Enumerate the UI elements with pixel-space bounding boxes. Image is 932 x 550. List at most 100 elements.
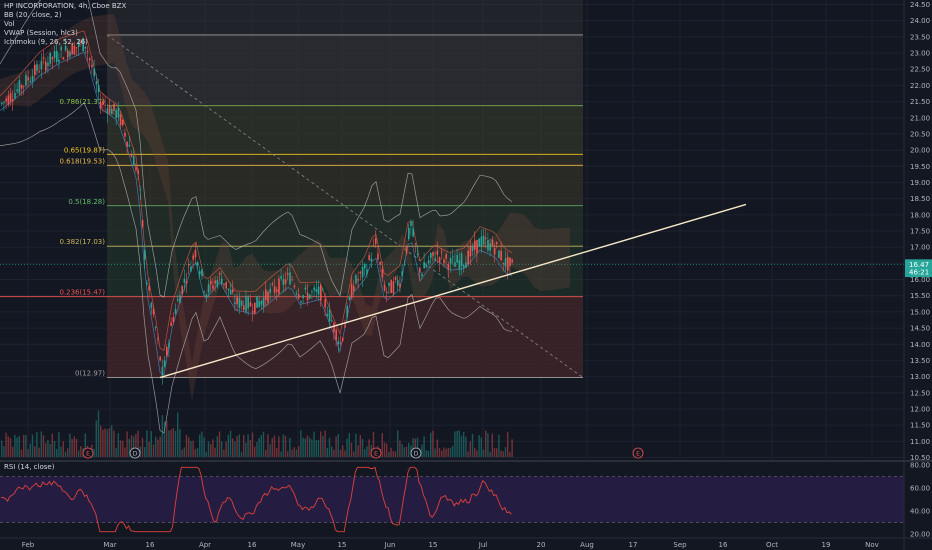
candle-body: [124, 132, 126, 137]
time-tick-label: 19: [822, 541, 831, 549]
volume-bar: [458, 430, 460, 457]
volume-bar: [256, 441, 258, 457]
volume-bar: [16, 437, 18, 457]
price-tick-label: 23.50: [910, 33, 930, 41]
volume-bar: [5, 432, 7, 457]
volume-bar: [287, 451, 289, 457]
volume-bar: [262, 431, 265, 457]
volume-bar: [100, 425, 102, 457]
volume-bar: [73, 436, 75, 457]
indicator-vwap[interactable]: VWAP (Session, hlc3): [4, 29, 78, 37]
candle-body: [280, 276, 282, 279]
candle-body: [157, 338, 159, 340]
candle-body: [100, 102, 102, 109]
volume-bar: [130, 435, 133, 457]
volume-bar: [251, 432, 254, 457]
ichimoku-cloud: [0, 14, 570, 402]
volume-bar: [487, 433, 489, 457]
candle-body: [168, 342, 170, 348]
volume-bar: [482, 449, 485, 457]
candle-body: [313, 287, 315, 291]
volume-bar: [78, 450, 80, 457]
candle-body: [359, 271, 362, 274]
candle-body: [60, 46, 62, 51]
candle-body: [381, 269, 384, 278]
volume-bar: [18, 435, 20, 457]
time-tick-label: Feb: [22, 541, 35, 549]
volume-bar: [152, 444, 155, 457]
volume-bar: [47, 440, 49, 457]
volume-bar: [276, 448, 278, 457]
volume-bar: [339, 449, 342, 457]
price-tick-label: 12.50: [910, 389, 930, 397]
volume-bar: [408, 442, 410, 457]
volume-bar: [137, 430, 139, 457]
volume-bar: [179, 429, 181, 457]
indicator-bb[interactable]: BB (20, close, 2): [4, 11, 62, 19]
volume-bar: [199, 434, 201, 457]
candle-body: [474, 240, 476, 250]
volume-bar: [192, 440, 194, 457]
candle-body: [247, 296, 249, 309]
volume-bar: [150, 431, 152, 457]
volume-bar: [212, 439, 214, 457]
indicator-ichimoku[interactable]: Ichimoku (9, 26, 52, 26): [4, 38, 88, 46]
candle-body: [128, 144, 131, 147]
volume-bar: [399, 440, 401, 457]
volume-bar: [511, 439, 513, 457]
candle-body: [489, 243, 491, 251]
candle-body: [18, 80, 21, 94]
candle-body: [383, 284, 386, 291]
candle-body: [243, 305, 245, 311]
volume-bar: [302, 437, 304, 457]
candle-body: [146, 282, 148, 285]
candle-body: [414, 243, 417, 245]
volume-bar: [188, 437, 190, 457]
volume-bar: [326, 447, 328, 457]
candle-body: [152, 308, 155, 315]
volume-bar: [163, 421, 166, 457]
candle-body: [339, 342, 342, 344]
indicator-vol[interactable]: Vol: [4, 20, 15, 28]
trendline[interactable]: [159, 203, 747, 379]
rsi-pane: 80.00 60.00 40.00 20.00: [0, 460, 932, 539]
volume-bar: [71, 438, 73, 457]
volume-bar: [449, 447, 452, 457]
candle-body: [289, 272, 291, 285]
volume-bar: [342, 445, 344, 457]
candle-body: [465, 262, 467, 268]
candle-body: [29, 81, 32, 83]
volume-bar: [14, 434, 16, 457]
candle-body: [9, 93, 12, 102]
volume-bar: [232, 438, 234, 457]
volume-bar: [249, 439, 251, 457]
event-label: D: [133, 451, 138, 458]
fib-zone: [107, 205, 583, 247]
candle-body: [346, 305, 348, 318]
rsi-title[interactable]: RSI (14, close): [4, 463, 55, 471]
price-tick-label: 21.50: [910, 98, 930, 106]
candle-body: [12, 99, 14, 102]
price-tick-label: 14.00: [910, 341, 930, 349]
fib-level-label: 0.618(19.53): [59, 157, 105, 165]
candle-body: [137, 170, 139, 175]
candle-body: [86, 51, 89, 53]
candle-body: [394, 276, 397, 280]
event-marker: [82, 447, 94, 459]
candle-body: [463, 265, 465, 268]
time-tick-label: 16: [248, 541, 257, 549]
volume-bar: [51, 433, 53, 457]
volume-bar: [401, 443, 403, 457]
volume-bar: [45, 443, 47, 457]
price-tick-label: 20.50: [910, 130, 930, 138]
volume-bar: [456, 430, 458, 457]
volume-bar: [108, 427, 111, 457]
candle-body: [113, 103, 115, 111]
volume-bar: [507, 431, 509, 457]
price-tick-label: 22.50: [910, 66, 930, 74]
candle-body: [104, 104, 106, 106]
candle-body: [491, 239, 494, 247]
candle-body: [238, 297, 241, 309]
ichimoku-cloud-area: [0, 14, 570, 402]
